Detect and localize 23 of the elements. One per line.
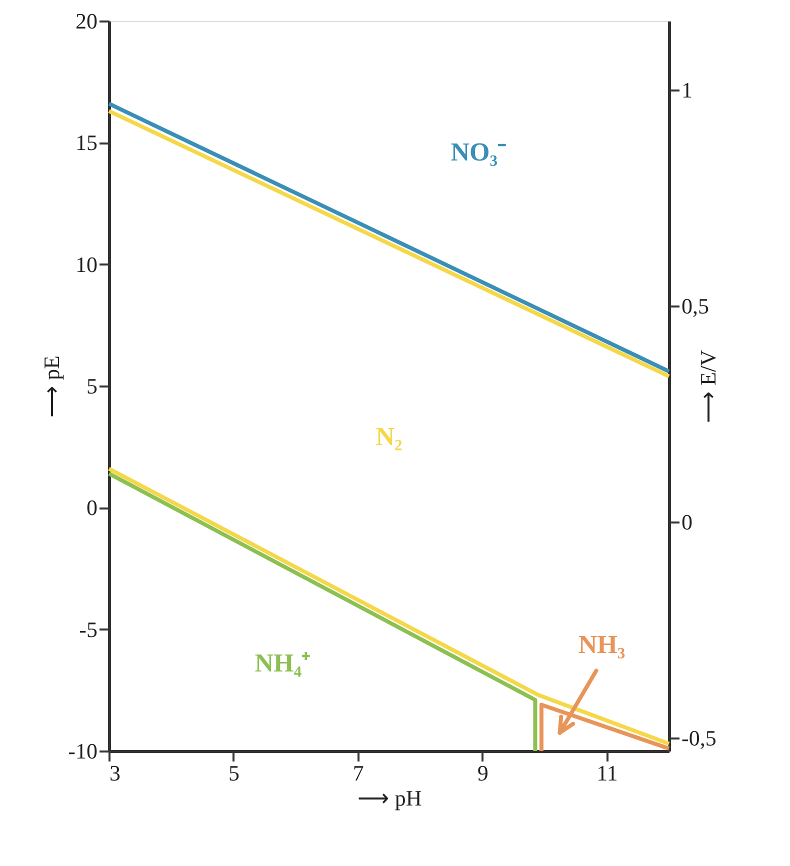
y2-tick-label: 1 [682, 78, 692, 103]
annotation: NH₃ [578, 630, 626, 660]
y2-tick-label: -0,5 [682, 726, 716, 751]
annotation: N₂ [376, 422, 402, 452]
x-tick-label: 11 [596, 760, 618, 786]
y2-tick-label: 0,5 [682, 294, 709, 319]
y-tick-label: 5 [86, 374, 98, 398]
y-tick-label: -10 [68, 738, 98, 764]
y2-axis-title: ⟶ E/V [695, 350, 720, 423]
annotation: NH₄⁺ [254, 648, 310, 678]
y-axis-title: ⟶ pE [39, 356, 64, 418]
y-tick-label: 10 [76, 252, 98, 277]
y-tick-label: 0 [86, 495, 98, 520]
x-tick-label: 5 [228, 760, 240, 786]
y-tick-label: -5 [79, 616, 98, 642]
y-tick-label: 20 [76, 8, 98, 34]
y-tick-label: 15 [76, 130, 98, 156]
x-tick-label: 3 [110, 760, 120, 786]
y2-tick-label: 0 [682, 510, 692, 535]
x-tick-label: 9 [477, 760, 488, 786]
annotation: NO₃⁻ [450, 137, 506, 166]
x-axis-title: ⟶ pH [357, 786, 422, 810]
x-tick-label: 7 [352, 760, 364, 786]
